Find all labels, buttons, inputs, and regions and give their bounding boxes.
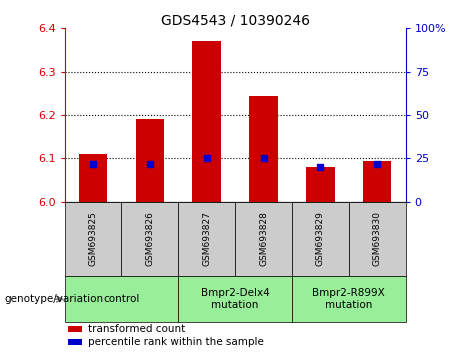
Bar <box>178 276 292 322</box>
Text: genotype/variation: genotype/variation <box>5 294 104 304</box>
Bar <box>292 202 349 276</box>
Bar <box>79 154 107 202</box>
Bar <box>235 202 292 276</box>
Bar <box>65 276 178 322</box>
Bar <box>193 41 221 202</box>
Text: GSM693825: GSM693825 <box>89 211 97 267</box>
Text: GSM693830: GSM693830 <box>373 211 382 267</box>
Bar <box>349 202 406 276</box>
Bar <box>249 96 278 202</box>
Bar <box>65 202 121 276</box>
Text: GSM693826: GSM693826 <box>145 211 154 267</box>
Text: GSM693827: GSM693827 <box>202 211 211 267</box>
Text: control: control <box>103 294 140 304</box>
Text: Bmpr2-Delx4
mutation: Bmpr2-Delx4 mutation <box>201 288 270 310</box>
Bar <box>178 202 235 276</box>
Bar <box>292 276 406 322</box>
Bar <box>68 326 82 332</box>
Text: percentile rank within the sample: percentile rank within the sample <box>89 337 264 347</box>
Text: transformed count: transformed count <box>89 324 186 334</box>
Title: GDS4543 / 10390246: GDS4543 / 10390246 <box>160 13 310 27</box>
Bar <box>306 167 335 202</box>
Text: GSM693829: GSM693829 <box>316 211 325 267</box>
Bar <box>121 202 178 276</box>
Text: GSM693828: GSM693828 <box>259 211 268 267</box>
Bar <box>68 339 82 345</box>
Bar <box>136 119 164 202</box>
Bar <box>363 161 391 202</box>
Text: Bmpr2-R899X
mutation: Bmpr2-R899X mutation <box>313 288 385 310</box>
